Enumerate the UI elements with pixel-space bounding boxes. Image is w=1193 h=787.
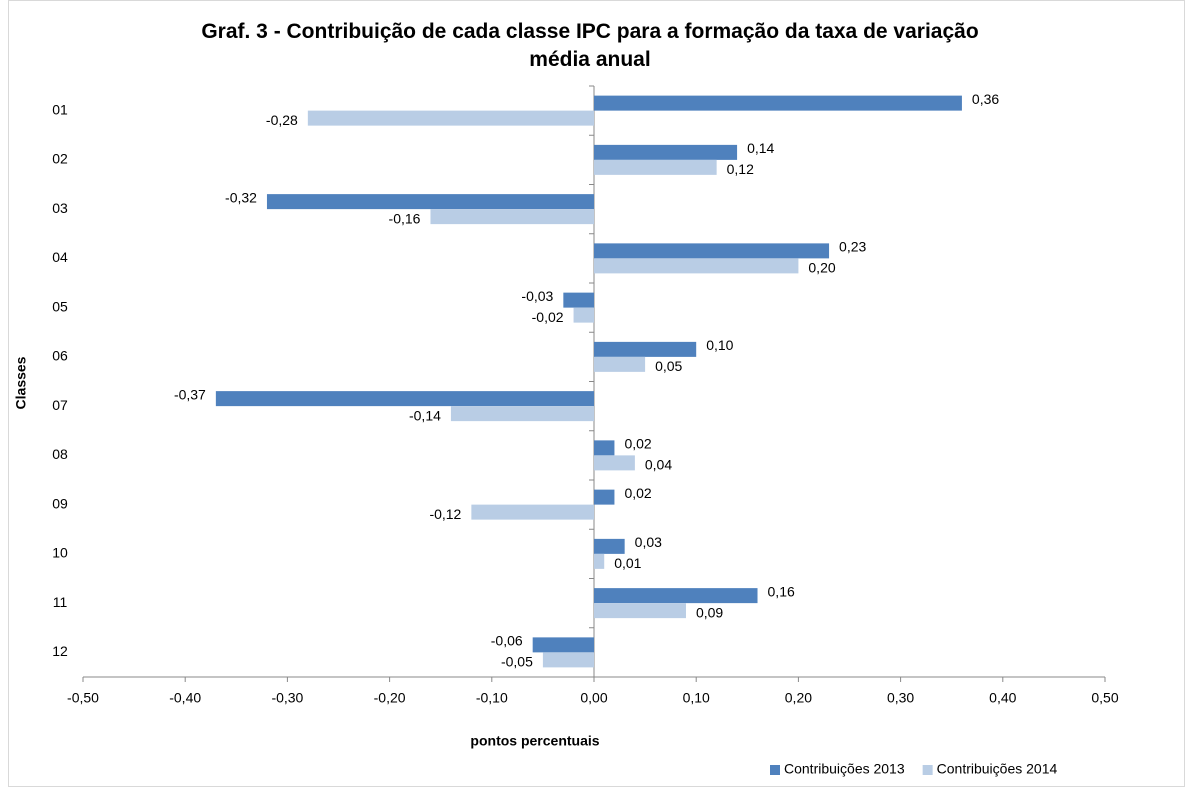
y-tick-label: 05: [52, 298, 68, 314]
bar: [307, 110, 594, 126]
legend-swatch: [770, 765, 780, 775]
data-label: -0,28: [266, 112, 298, 128]
data-label: 0,02: [624, 436, 651, 452]
data-label: 0,03: [635, 534, 662, 550]
x-tick-label: -0,50: [67, 690, 99, 706]
bar: [594, 159, 717, 175]
x-tick-label: 0,40: [989, 690, 1016, 706]
y-tick-label: 03: [52, 200, 68, 216]
x-tick-label: -0,20: [374, 690, 406, 706]
legend-label: Contribuições 2013: [784, 761, 905, 777]
data-label: 0,02: [624, 485, 651, 501]
bar: [594, 603, 686, 619]
bar: [594, 455, 635, 471]
bar: [594, 258, 799, 274]
bar: [594, 144, 738, 160]
x-tick-label: 0,10: [683, 690, 710, 706]
bar: [594, 538, 625, 554]
title-box: Graf. 3 - Contribuição de cada classe IP…: [201, 20, 979, 71]
chart-title: Graf. 3 - Contribuição de cada classe IP…: [201, 20, 979, 71]
data-label: 0,36: [972, 91, 999, 107]
y-tick-label: 08: [52, 446, 68, 462]
data-label: -0,06: [491, 633, 523, 649]
bar: [563, 292, 594, 308]
x-tick-label: -0,30: [271, 690, 303, 706]
bar: [450, 406, 594, 422]
bar: [594, 588, 758, 604]
y-tick-label: 02: [52, 151, 68, 167]
bar: [471, 504, 594, 520]
bar: [430, 209, 594, 225]
bar: [573, 307, 594, 323]
data-label: 0,09: [696, 604, 723, 620]
y-tick-label: 06: [52, 348, 68, 364]
data-label: -0,05: [501, 654, 533, 670]
bar: [594, 341, 697, 357]
data-label: -0,14: [409, 407, 441, 423]
bar: [542, 652, 594, 668]
y-tick-label: 10: [52, 545, 68, 561]
data-label: -0,32: [225, 189, 257, 205]
legend-swatch: [922, 765, 933, 775]
x-tick-label: 0,50: [1091, 690, 1118, 706]
x-tick-label: 0,00: [580, 690, 607, 706]
legend-label: Contribuições 2014: [937, 761, 1058, 777]
bar: [594, 440, 615, 456]
y-tick-label: 07: [52, 397, 68, 413]
bar: [594, 243, 830, 259]
bar: [594, 553, 605, 569]
data-label: -0,37: [174, 386, 206, 402]
data-label: 0,01: [614, 555, 641, 571]
data-label: 0,20: [808, 260, 835, 276]
data-label: -0,16: [389, 210, 421, 226]
y-tick-label: 04: [52, 249, 68, 265]
bar: [594, 356, 646, 372]
x-axis-label: pontos percentuais: [470, 733, 599, 749]
data-label: 0,04: [645, 457, 672, 473]
bar: [594, 489, 615, 505]
y-tick-label: 09: [52, 495, 68, 511]
data-label: -0,03: [521, 288, 553, 304]
y-axis-label: Classes: [13, 356, 29, 409]
y-tick-label: 12: [52, 643, 68, 659]
bar: [594, 95, 962, 111]
data-label: 0,14: [747, 140, 774, 156]
data-label: -0,12: [429, 506, 461, 522]
data-label: 0,12: [727, 161, 754, 177]
data-label: -0,02: [532, 309, 564, 325]
data-label: 0,16: [768, 583, 795, 599]
bar: [215, 391, 595, 407]
data-label: 0,23: [839, 239, 866, 255]
data-label: 0,05: [655, 358, 682, 374]
x-tick-label: -0,40: [169, 690, 201, 706]
bar: [532, 637, 594, 653]
x-tick-label: 0,30: [887, 690, 914, 706]
y-tick-label: 01: [52, 101, 68, 117]
x-tick-label: 0,20: [785, 690, 812, 706]
bar: [266, 194, 594, 210]
x-tick-label: -0,10: [476, 690, 508, 706]
data-label: 0,10: [706, 337, 733, 353]
y-tick-label: 11: [53, 594, 68, 610]
